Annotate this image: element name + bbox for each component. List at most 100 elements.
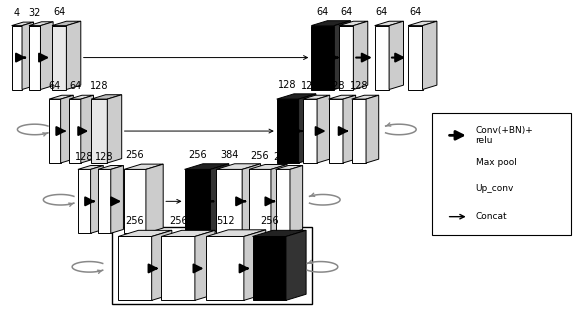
Polygon shape bbox=[216, 170, 242, 233]
Polygon shape bbox=[78, 170, 91, 233]
Polygon shape bbox=[29, 26, 41, 90]
Text: 384: 384 bbox=[220, 150, 238, 160]
FancyBboxPatch shape bbox=[432, 113, 570, 235]
Polygon shape bbox=[303, 95, 330, 99]
Polygon shape bbox=[69, 95, 93, 99]
Polygon shape bbox=[216, 164, 260, 170]
Polygon shape bbox=[375, 21, 403, 26]
Polygon shape bbox=[343, 95, 356, 163]
Text: 128: 128 bbox=[278, 80, 297, 90]
Polygon shape bbox=[408, 26, 423, 90]
Text: 64: 64 bbox=[409, 7, 422, 17]
Text: 256: 256 bbox=[169, 216, 188, 227]
Polygon shape bbox=[12, 26, 22, 90]
Polygon shape bbox=[22, 22, 34, 90]
Polygon shape bbox=[69, 99, 81, 163]
Polygon shape bbox=[12, 22, 34, 26]
Polygon shape bbox=[317, 95, 330, 163]
Polygon shape bbox=[339, 26, 353, 90]
Polygon shape bbox=[91, 166, 103, 233]
Polygon shape bbox=[249, 165, 287, 170]
Polygon shape bbox=[111, 166, 123, 233]
Polygon shape bbox=[329, 95, 356, 99]
Text: 128: 128 bbox=[350, 82, 368, 91]
Polygon shape bbox=[41, 22, 53, 90]
Polygon shape bbox=[98, 166, 123, 170]
Polygon shape bbox=[244, 230, 266, 300]
Polygon shape bbox=[124, 170, 146, 233]
Polygon shape bbox=[290, 166, 303, 233]
Polygon shape bbox=[66, 21, 81, 90]
Polygon shape bbox=[124, 164, 163, 170]
Polygon shape bbox=[299, 94, 316, 163]
Polygon shape bbox=[242, 164, 260, 233]
Polygon shape bbox=[211, 164, 229, 233]
Text: 256: 256 bbox=[273, 152, 292, 162]
Text: 512: 512 bbox=[216, 216, 235, 226]
Text: 128: 128 bbox=[326, 82, 345, 91]
Text: 4: 4 bbox=[14, 8, 20, 18]
Polygon shape bbox=[91, 95, 122, 99]
Polygon shape bbox=[423, 21, 437, 90]
Polygon shape bbox=[52, 21, 81, 26]
Polygon shape bbox=[91, 99, 107, 163]
Text: Conv(+BN)+
relu: Conv(+BN)+ relu bbox=[476, 126, 533, 145]
Polygon shape bbox=[311, 21, 350, 26]
Polygon shape bbox=[195, 230, 215, 300]
Text: 128: 128 bbox=[90, 81, 108, 91]
Polygon shape bbox=[81, 95, 93, 163]
Text: Max pool: Max pool bbox=[476, 157, 516, 167]
Polygon shape bbox=[49, 95, 74, 99]
Polygon shape bbox=[329, 99, 343, 163]
Polygon shape bbox=[352, 99, 366, 163]
Polygon shape bbox=[271, 165, 287, 233]
Polygon shape bbox=[29, 22, 53, 26]
Text: 64: 64 bbox=[376, 7, 388, 17]
Text: 64: 64 bbox=[49, 82, 61, 91]
Text: 64: 64 bbox=[69, 82, 81, 91]
Polygon shape bbox=[185, 164, 229, 170]
Polygon shape bbox=[52, 26, 66, 90]
Text: 32: 32 bbox=[28, 8, 41, 18]
Polygon shape bbox=[252, 230, 306, 236]
Polygon shape bbox=[78, 166, 103, 170]
Polygon shape bbox=[162, 230, 215, 236]
Polygon shape bbox=[375, 26, 389, 90]
Polygon shape bbox=[152, 230, 172, 300]
Polygon shape bbox=[276, 170, 290, 233]
Polygon shape bbox=[311, 26, 335, 90]
Polygon shape bbox=[49, 99, 61, 163]
Polygon shape bbox=[303, 99, 317, 163]
Text: 128: 128 bbox=[95, 152, 113, 162]
Polygon shape bbox=[339, 21, 368, 26]
Polygon shape bbox=[353, 21, 368, 90]
Text: 256: 256 bbox=[126, 216, 144, 227]
Polygon shape bbox=[286, 230, 306, 300]
Text: 256: 256 bbox=[126, 150, 144, 160]
Polygon shape bbox=[277, 94, 316, 99]
Text: 256: 256 bbox=[250, 151, 269, 161]
Polygon shape bbox=[162, 236, 195, 300]
Text: 64: 64 bbox=[317, 7, 329, 17]
Text: 256: 256 bbox=[188, 150, 207, 160]
Polygon shape bbox=[352, 95, 379, 99]
Polygon shape bbox=[389, 21, 403, 90]
Polygon shape bbox=[408, 21, 437, 26]
Text: Up_conv: Up_conv bbox=[476, 184, 514, 193]
Polygon shape bbox=[249, 170, 271, 233]
Text: 128: 128 bbox=[75, 152, 93, 162]
Polygon shape bbox=[277, 99, 299, 163]
Polygon shape bbox=[206, 230, 266, 236]
Text: 64: 64 bbox=[340, 7, 352, 17]
Polygon shape bbox=[146, 164, 163, 233]
Polygon shape bbox=[206, 236, 244, 300]
Polygon shape bbox=[366, 95, 379, 163]
Text: 64: 64 bbox=[53, 7, 65, 17]
Polygon shape bbox=[118, 236, 152, 300]
Polygon shape bbox=[107, 95, 122, 163]
Polygon shape bbox=[335, 21, 350, 90]
Polygon shape bbox=[185, 170, 211, 233]
Text: 128: 128 bbox=[300, 82, 319, 91]
Polygon shape bbox=[98, 170, 111, 233]
Text: 256: 256 bbox=[260, 216, 279, 227]
